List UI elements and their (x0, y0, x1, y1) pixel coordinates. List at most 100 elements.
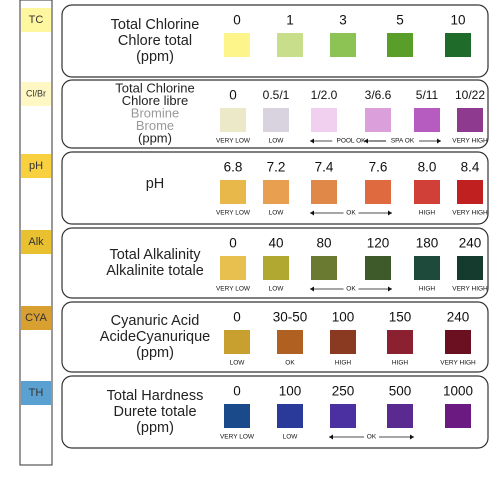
color-swatch (311, 256, 337, 280)
swatch-note: VERY LOW (216, 210, 251, 217)
pad-label: pH (29, 160, 43, 172)
swatch-value: 0.5/1 (263, 88, 290, 102)
color-swatch (330, 330, 356, 354)
color-swatch (387, 33, 413, 57)
swatch-note: LOW (269, 138, 285, 145)
color-swatch (277, 404, 303, 428)
swatch-value: 100 (332, 310, 355, 325)
strip-pad (21, 82, 51, 106)
color-swatch (387, 330, 413, 354)
color-swatch (263, 180, 289, 204)
panel-label: (ppm) (138, 130, 172, 145)
swatch-value: 5 (396, 13, 404, 28)
swatch-value: 0 (233, 13, 241, 28)
color-swatch (220, 256, 246, 280)
swatch-note: VERY LOW (216, 138, 251, 145)
swatch-value: 1000 (443, 384, 473, 399)
range-label-bg (343, 209, 359, 217)
panel-label: AcideCyanurique (100, 329, 210, 345)
color-swatch (365, 108, 391, 132)
swatch-value: 3 (339, 13, 347, 28)
color-swatch (277, 33, 303, 57)
swatch-value: 100 (279, 384, 302, 399)
panel-label: (ppm) (136, 420, 174, 436)
swatch-value: 1 (286, 13, 294, 28)
swatch-value: 0 (233, 384, 241, 399)
panel-label: Durete totale (113, 404, 196, 420)
panel-label: Total Chlorine (115, 80, 195, 95)
panel (61, 4, 489, 78)
pad-label: TH (29, 387, 44, 399)
color-swatch (414, 180, 440, 204)
swatch-note: HIGH (335, 360, 352, 367)
color-swatch (365, 180, 391, 204)
range-label: OK (346, 210, 356, 217)
swatch-note: LOW (269, 286, 285, 293)
panel-label: (ppm) (136, 345, 174, 361)
swatch-value: 7.2 (267, 160, 286, 175)
swatch-value: 10/22 (455, 88, 485, 102)
color-swatch (330, 33, 356, 57)
color-swatch (414, 256, 440, 280)
swatch-value: 3/6.6 (365, 88, 392, 102)
swatch-note: LOW (283, 434, 299, 441)
swatch-value: 240 (447, 310, 470, 325)
swatch-value: 7.4 (315, 160, 334, 175)
panel-label: Chlore total (118, 33, 192, 49)
panel-label: Brome (136, 118, 174, 133)
range-label-bg (343, 285, 359, 293)
color-swatch (445, 33, 471, 57)
swatch-value: 8.4 (461, 160, 480, 175)
range-label: POOL OK (336, 138, 366, 145)
swatch-note: VERY HIGH (452, 210, 488, 217)
color-swatch (311, 108, 337, 132)
color-swatch (311, 180, 337, 204)
range-label: OK (367, 434, 377, 441)
color-swatch (277, 330, 303, 354)
color-swatch (224, 330, 250, 354)
swatch-note: VERY HIGH (452, 138, 488, 145)
panel-label: Total Chlorine (111, 17, 200, 33)
swatch-value: 500 (389, 384, 412, 399)
swatch-value: 40 (268, 236, 283, 251)
range-label-bg (386, 137, 419, 145)
swatch-value: 240 (459, 236, 482, 251)
swatch-value: 250 (332, 384, 355, 399)
color-swatch (220, 180, 246, 204)
swatch-note: HIGH (392, 360, 409, 367)
color-swatch (445, 404, 471, 428)
range-label-bg (364, 433, 379, 441)
strip-pad (21, 381, 51, 405)
swatch-note: VERY HIGH (452, 286, 488, 293)
swatch-value: 10 (450, 13, 465, 28)
range-label: OK (346, 286, 356, 293)
range-label-bg (332, 137, 370, 145)
swatch-note: LOW (230, 360, 246, 367)
swatch-note: VERY LOW (220, 434, 255, 441)
range-label: SPA OK (391, 138, 415, 145)
color-swatch (220, 108, 246, 132)
panel-label: Alkalinite totale (106, 263, 204, 279)
swatch-value: 1/2.0 (311, 88, 338, 102)
swatch-value: 30-50 (273, 310, 308, 325)
swatch-note: VERY LOW (216, 286, 251, 293)
swatch-value: 150 (389, 310, 412, 325)
pad-label: TC (29, 14, 44, 26)
swatch-value: 6.8 (224, 160, 243, 175)
panel (61, 301, 489, 373)
strip-pad (21, 8, 51, 32)
panel-label: Chlore libre (122, 93, 188, 108)
swatch-value: 80 (316, 236, 331, 251)
color-swatch (263, 256, 289, 280)
swatch-note: VERY HIGH (440, 360, 476, 367)
swatch-note: LOW (269, 210, 285, 217)
strip-pad (21, 306, 51, 330)
panel-label: Total Hardness (107, 388, 204, 404)
swatch-note: OK (285, 360, 295, 367)
color-swatch (263, 108, 289, 132)
swatch-note: HIGH (419, 286, 436, 293)
pad-label: Cl/Br (26, 88, 46, 98)
swatch-value: 0 (229, 88, 237, 103)
swatch-value: 5/11 (416, 88, 439, 102)
